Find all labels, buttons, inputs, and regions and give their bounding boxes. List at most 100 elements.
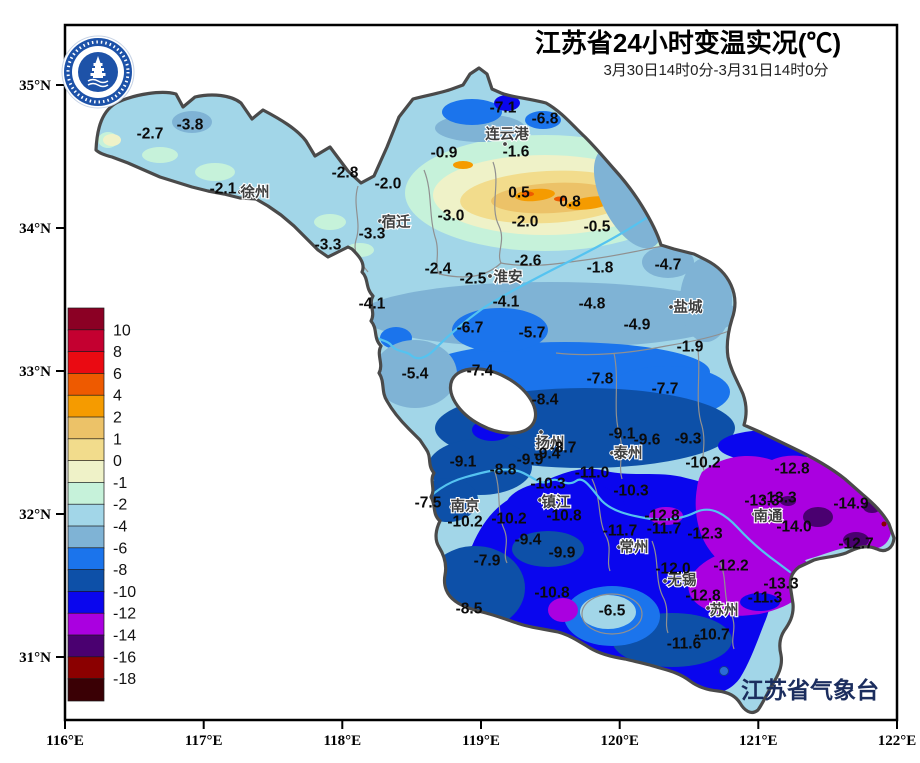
station-value: -4.8 xyxy=(579,296,606,313)
pagoda-icon xyxy=(87,56,109,88)
station-value: -6.7 xyxy=(457,320,484,337)
city-marker: 南京 xyxy=(449,496,481,516)
city-marker: 扬州 xyxy=(534,429,566,453)
city-label: 徐州 xyxy=(240,183,270,201)
yangtze-river xyxy=(390,468,792,574)
city-dot xyxy=(449,504,455,510)
city-marker: 常州 xyxy=(616,537,650,557)
station-value: -12.8 xyxy=(644,508,680,525)
station-value: -2.0 xyxy=(375,176,402,193)
station-value: 0.8 xyxy=(559,194,581,211)
station-value: -10.2 xyxy=(491,511,526,528)
legend-label: 8 xyxy=(113,344,122,361)
station-value: -7.5 xyxy=(415,495,442,512)
station-value: -1.6 xyxy=(503,144,530,161)
district-boundaries xyxy=(354,161,735,650)
legend-label: 10 xyxy=(113,322,131,339)
legend-label: 1 xyxy=(113,431,122,448)
city-dot xyxy=(609,450,615,456)
station-value: -3.0 xyxy=(438,208,465,225)
station-value: -13.3 xyxy=(763,576,799,593)
station-value: -10.8 xyxy=(534,585,570,602)
y-tick-label: 33°N xyxy=(19,364,51,380)
legend-swatch xyxy=(67,612,105,636)
x-tick-label: 118°E xyxy=(323,733,361,749)
y-tick-label: 34°N xyxy=(19,221,51,237)
city-marker: 连云港 xyxy=(484,124,530,147)
legend-label: -18 xyxy=(113,671,136,688)
station-value: -7.8 xyxy=(587,371,614,388)
station-value: -2.6 xyxy=(515,253,542,270)
city-dot xyxy=(377,218,383,224)
legend-swatch xyxy=(67,503,105,527)
city-marker: 苏州 xyxy=(705,600,740,620)
small-lake-dot xyxy=(719,666,729,676)
station-value: -9.1 xyxy=(450,454,477,471)
station-value: -4.1 xyxy=(493,294,520,311)
city-dot xyxy=(538,429,544,435)
city-label: 盐城 xyxy=(674,298,703,316)
station-value: -3.3 xyxy=(315,237,342,254)
city-label: 南京 xyxy=(451,497,480,515)
station-value: -9.6 xyxy=(634,432,661,449)
city-marker: 宿迁 xyxy=(377,212,412,232)
legend-label: -16 xyxy=(113,649,136,666)
city-dot xyxy=(237,189,243,195)
station-value: -2.0 xyxy=(512,214,539,231)
legend-label: -14 xyxy=(113,628,136,645)
station-value: -10.8 xyxy=(546,508,582,525)
city-marker: 泰州 xyxy=(609,443,644,463)
station-value: -11.7 xyxy=(603,523,637,540)
legend-swatch xyxy=(67,482,105,506)
legend-swatch xyxy=(67,329,105,353)
station-value: -8.4 xyxy=(532,392,559,409)
legend-swatch xyxy=(67,656,105,680)
x-tick-label: 119°E xyxy=(462,733,500,749)
station-value: -2.1 xyxy=(210,181,237,198)
station-value: -9.4 xyxy=(534,446,561,463)
stations-layer: -2.7 -3.8 -2.1 -2.8 -2.0 -3.3 -3.3 -0.9 -7.1 -6.8… xyxy=(137,100,874,653)
city-dot xyxy=(487,273,493,279)
y-tick-label: 32°N xyxy=(19,507,51,523)
station-value: -9.9 xyxy=(517,452,544,469)
legend-label: 6 xyxy=(113,366,122,383)
legend-swatch xyxy=(67,634,105,658)
station-value: -2.8 xyxy=(332,165,359,182)
city-label: 扬州 xyxy=(536,434,565,452)
legend-label: 2 xyxy=(113,410,122,427)
station-value: -4.9 xyxy=(624,317,651,334)
station-value: -4.1 xyxy=(359,296,386,313)
city-marker: 无锡 xyxy=(662,570,698,590)
city-dot xyxy=(502,141,508,147)
y-tick-label: 31°N xyxy=(19,650,51,666)
legend-label: -8 xyxy=(113,562,127,579)
gaoyou-lake xyxy=(448,367,538,435)
page-subtitle: 3月30日14时0分-3月31日14时0分 xyxy=(603,62,828,79)
legend-swatch xyxy=(67,438,105,462)
y-tick-label: 35°N xyxy=(19,78,51,94)
station-value: -13.3 xyxy=(744,493,780,510)
station-value: -8.8 xyxy=(490,462,517,479)
station-value: -8.7 xyxy=(550,440,577,457)
attribution: 江苏省气象台 xyxy=(741,677,879,703)
city-label: 苏州 xyxy=(710,601,739,619)
station-value: -9.4 xyxy=(515,532,542,549)
station-value: -12.7 xyxy=(838,536,873,553)
station-value: -10.7 xyxy=(694,627,729,644)
station-value: -3.8 xyxy=(177,117,204,134)
station-value: -7.9 xyxy=(474,553,501,570)
city-label: 淮安 xyxy=(494,268,523,286)
page-title: 江苏省24小时变温实况(℃) xyxy=(535,28,841,58)
station-value: -12.8 xyxy=(685,588,721,605)
station-value: -3.3 xyxy=(359,226,386,243)
station-value: -14.0 xyxy=(776,519,811,536)
legend-swatch xyxy=(67,569,105,593)
station-value: -12.3 xyxy=(687,526,723,543)
city-marker: 南通 xyxy=(751,506,784,526)
station-value: -2.7 xyxy=(137,126,164,143)
legend-swatch xyxy=(67,307,105,331)
city-marker: 镇江 xyxy=(537,492,572,512)
station-value: -0.9 xyxy=(431,145,458,162)
